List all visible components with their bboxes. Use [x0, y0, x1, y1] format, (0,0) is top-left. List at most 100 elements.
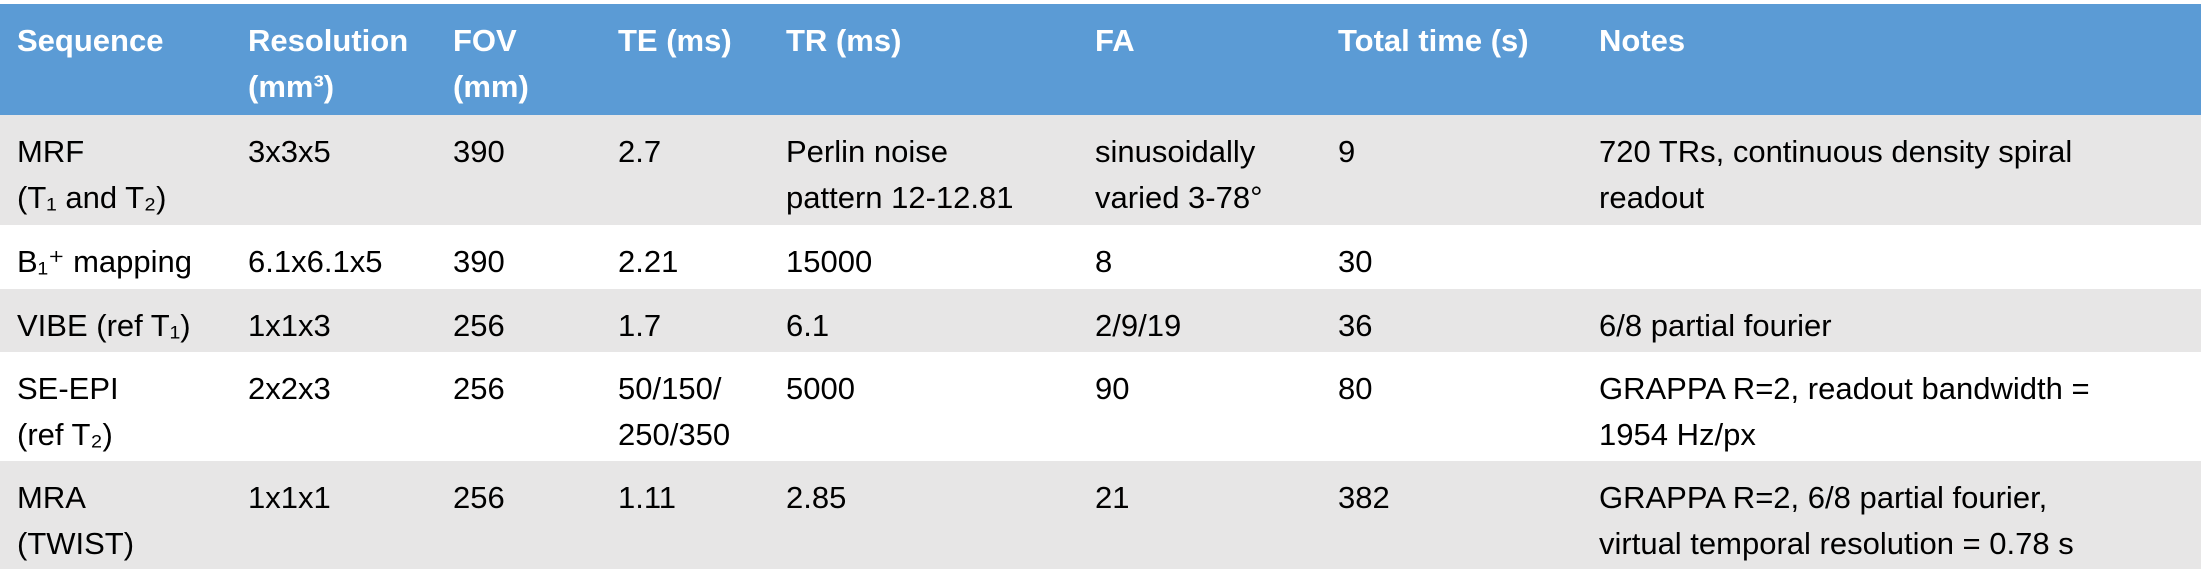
table-cell: 15000 [786, 239, 872, 285]
header-cell: TE (ms) [618, 18, 732, 64]
header-row: Sequence Resolution (mm³) FOV (mm) TE (ms) TR … [0, 4, 2201, 115]
table-cell: B₁⁺ mapping [17, 239, 192, 285]
cell-text: MRF [17, 134, 85, 169]
table-cell: 21 [1095, 475, 1129, 521]
cell-text: Total time (s) [1338, 23, 1529, 58]
cell-text: 256 [453, 308, 505, 343]
cell-text: TR (ms) [786, 23, 902, 58]
table-cell: MRF (T₁ and T₂) [17, 129, 166, 221]
table-cell: 2.21 [618, 239, 678, 285]
cell-text: 6.1x6.1x5 [248, 244, 383, 279]
cell-text: (mm) [453, 69, 529, 104]
table-cell: 90 [1095, 366, 1129, 412]
cell-text: 2/9/19 [1095, 308, 1182, 343]
table-cell: 6.1x6.1x5 [248, 239, 382, 285]
table-cell: 5000 [786, 366, 855, 412]
table-row: VIBE (ref T₁) 1x1x3 256 1.7 6.1 2/9/19 36 6/8 p… [0, 289, 2201, 352]
cell-text: 80 [1338, 371, 1373, 406]
table-cell: 1x1x1 [248, 475, 331, 521]
cell-text: (T₁ and T₂) [17, 180, 167, 215]
cell-text: 30 [1338, 244, 1373, 279]
cell-text: 1.7 [618, 308, 662, 343]
cell-text: (mm³) [248, 69, 335, 104]
table-row: MRF (T₁ and T₂) 3x3x5 390 2.7 Perlin noise pat… [0, 115, 2201, 225]
table-cell: 2/9/19 [1095, 303, 1181, 349]
cell-text: 250/350 [618, 417, 731, 452]
cell-text: 5000 [786, 371, 855, 406]
cell-text: 90 [1095, 371, 1130, 406]
table-cell: sinusoidally varied 3-78° [1095, 129, 1263, 221]
cell-text: varied 3-78° [1095, 180, 1263, 215]
cell-text: MRA [17, 480, 86, 515]
cell-text: 21 [1095, 480, 1130, 515]
table-cell: 382 [1338, 475, 1390, 521]
table-cell: 256 [453, 303, 505, 349]
cell-text: 1.11 [618, 480, 677, 515]
cell-text: (ref T₂) [17, 417, 113, 452]
header-cell: Sequence [17, 18, 163, 64]
cell-text: 6/8 partial fourier [1599, 308, 1832, 343]
table-cell: 6/8 partial fourier [1599, 303, 1832, 349]
header-cell: Notes [1599, 18, 1685, 64]
cell-text: FOV [453, 23, 517, 58]
cell-text: 1x1x3 [248, 308, 331, 343]
cell-text: 2x2x3 [248, 371, 331, 406]
cell-text: SE-EPI [17, 371, 119, 406]
cell-text: 2.7 [618, 134, 662, 169]
cell-text: 1x1x1 [248, 480, 331, 515]
header-cell: TR (ms) [786, 18, 901, 64]
cell-text: 9 [1338, 134, 1356, 169]
cell-text: 256 [453, 480, 505, 515]
table-cell: VIBE (ref T₁) [17, 303, 191, 349]
header-cell: FA [1095, 18, 1135, 64]
cell-text: sinusoidally [1095, 134, 1256, 169]
cell-text: 720 TRs, continuous density spiral [1599, 134, 2073, 169]
cell-text: Resolution [248, 23, 409, 58]
table-cell: 36 [1338, 303, 1372, 349]
cell-text: 36 [1338, 308, 1373, 343]
table-cell: 390 [453, 129, 505, 175]
cell-text: 390 [453, 244, 505, 279]
cell-text: 15000 [786, 244, 873, 279]
table-cell: 256 [453, 475, 505, 521]
cell-text: pattern 12-12.81 [786, 180, 1014, 215]
cell-text: 1954 Hz/px [1599, 417, 1756, 452]
table-cell: 2.7 [618, 129, 661, 175]
table-cell: MRA (TWIST) [17, 475, 134, 567]
header-cell: FOV (mm) [453, 18, 529, 110]
table-cell: 9 [1338, 129, 1355, 175]
table-cell: 390 [453, 239, 505, 285]
cell-text: Sequence [17, 23, 164, 58]
table-cell: SE-EPI (ref T₂) [17, 366, 119, 458]
cell-text: FA [1095, 23, 1135, 58]
cell-text: 382 [1338, 480, 1390, 515]
cell-text: 8 [1095, 244, 1113, 279]
cell-text: 2.21 [618, 244, 679, 279]
header-cell: Resolution (mm³) [248, 18, 408, 110]
table-cell: 2x2x3 [248, 366, 331, 412]
table-cell: 6.1 [786, 303, 829, 349]
table-cell: 8 [1095, 239, 1112, 285]
cell-text: (TWIST) [17, 526, 135, 561]
table-cell: 1.11 [618, 475, 676, 521]
cell-text: VIBE (ref T₁) [17, 308, 191, 343]
cell-text: 50/150/ [618, 371, 722, 406]
table-row: MRA (TWIST) 1x1x1 256 1.11 2.85 21 382 GRAPPA R=… [0, 461, 2201, 569]
cell-text: TE (ms) [618, 23, 732, 58]
cell-text: Perlin noise [786, 134, 948, 169]
table-cell: 50/150/250/350 [618, 366, 730, 458]
cell-text: Notes [1599, 23, 1686, 58]
table-cell: 2.85 [786, 475, 846, 521]
table-cell: Perlin noise pattern 12-12.81 [786, 129, 1014, 221]
table-cell: 256 [453, 366, 505, 412]
table-cell: 3x3x5 [248, 129, 331, 175]
cell-text: GRAPPA R=2, 6/8 partial fourier, [1599, 480, 2048, 515]
table-cell: GRAPPA R=2, 6/8 partial fourier, virtual … [1599, 475, 2074, 567]
cell-text: 390 [453, 134, 505, 169]
cell-text: GRAPPA R=2, readout bandwidth = [1599, 371, 2090, 406]
cell-text: B₁⁺ mapping [17, 244, 193, 279]
table-cell: GRAPPA R=2, readout bandwidth = 1954 Hz/p… [1599, 366, 2090, 458]
cell-text: virtual temporal resolution = 0.78 s [1599, 526, 2074, 561]
cell-text: readout [1599, 180, 1705, 215]
